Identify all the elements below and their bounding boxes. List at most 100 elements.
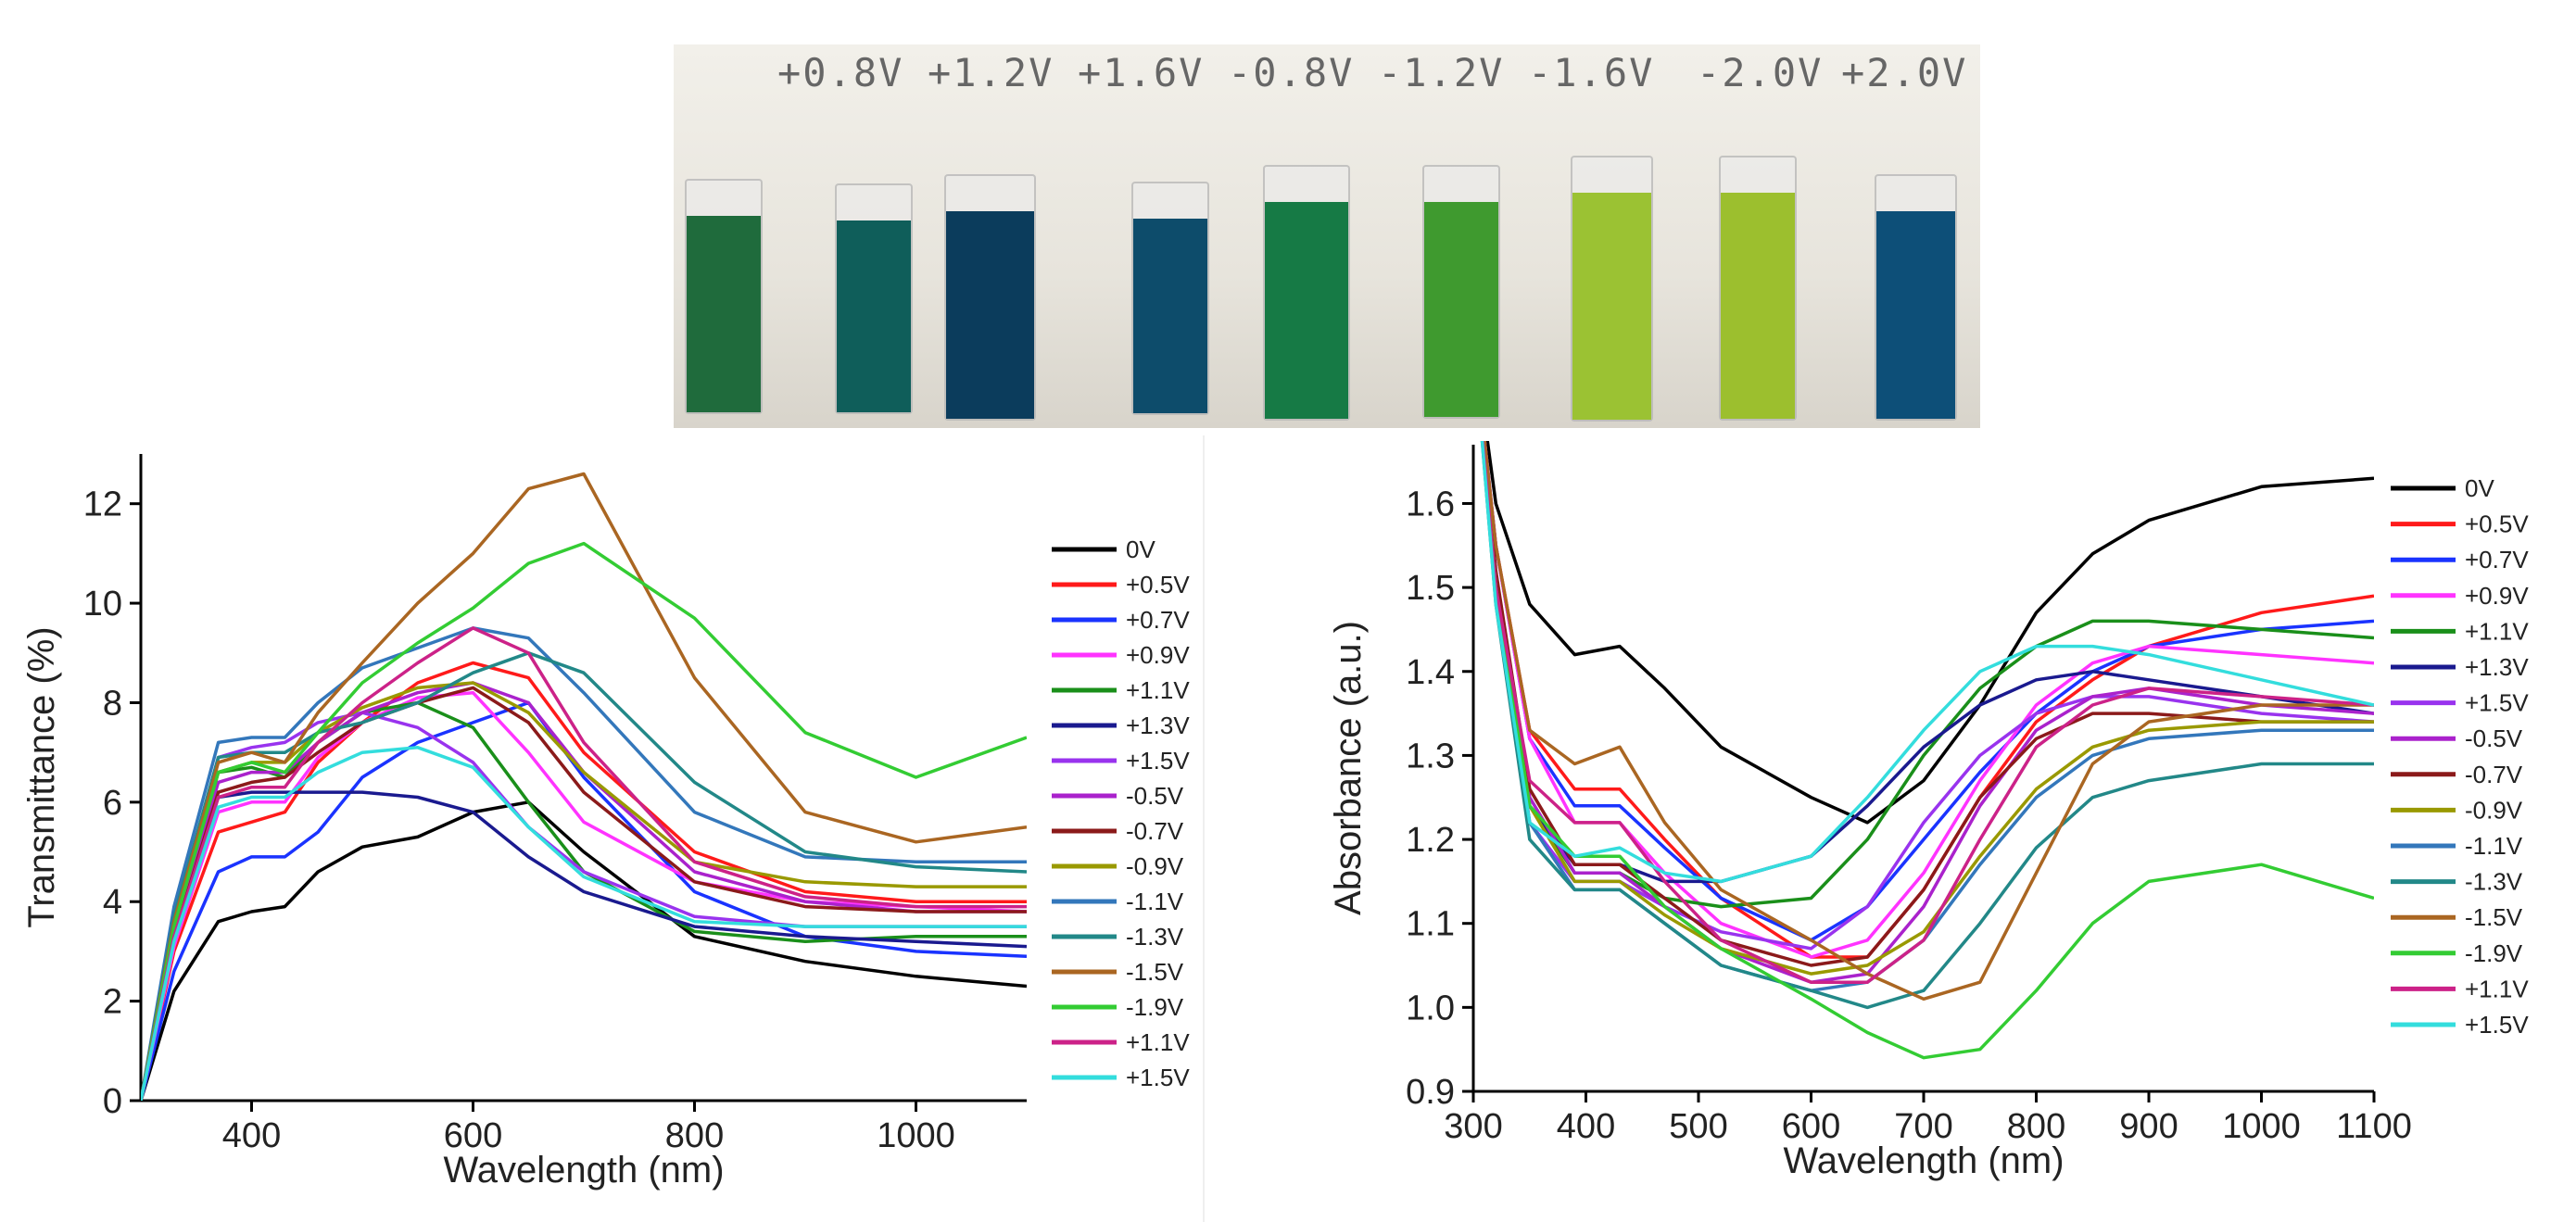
x-tick-label: 1100: [2336, 1107, 2412, 1146]
series-line: [1483, 441, 2374, 942]
cuvette-liquid: [1876, 211, 1955, 419]
legend-label: -0.7V: [1126, 817, 1184, 845]
x-tick-label: 300: [1444, 1107, 1502, 1146]
cuvette-voltage-label: +1.2V: [928, 50, 1054, 95]
cuvette-tube: [1719, 156, 1797, 421]
x-axis-label: Wavelength (nm): [443, 1150, 724, 1191]
legend-label: +1.3V: [2465, 653, 2529, 681]
y-axis-label: Absorbance (a.u.): [1328, 621, 1369, 915]
x-tick-label: 1000: [2222, 1107, 2301, 1146]
y-tick-label: 1.4: [1406, 653, 1455, 692]
transmittance-chart: 0 2 4 6 8 10 12 400 600 800 1000 Wavelength (nm) Tra…: [21, 454, 1190, 1191]
legend-label: +0.9V: [2465, 582, 2529, 610]
legend-label: +0.7V: [1126, 606, 1190, 634]
cuvette-voltage-label: -1.6V: [1528, 50, 1655, 95]
series-line: [1481, 441, 2374, 984]
legend-label: +0.9V: [1126, 641, 1190, 669]
cuvette-voltage-label: -2.0V: [1697, 50, 1824, 95]
series-line: [1481, 441, 2374, 992]
legend-label: +1.5V: [2465, 1011, 2529, 1039]
legend-label: +1.1V: [2465, 617, 2529, 645]
legend-label: +1.1V: [1126, 1028, 1190, 1056]
x-tick-label: 900: [2119, 1107, 2178, 1146]
cuvette-panel: -0.8V: [1224, 44, 1374, 428]
x-tick-label: 1000: [877, 1116, 955, 1155]
cuvette-liquid: [1572, 193, 1651, 420]
panel-divider: [1203, 435, 1205, 1222]
legend-label: +1.5V: [1126, 1064, 1190, 1091]
y-tick-label: 6: [103, 784, 122, 823]
cuvette-panel: -2.0V: [1693, 44, 1837, 428]
cuvette-panel: +0.8V: [774, 44, 924, 428]
cuvette-panel: -1.6V: [1524, 44, 1693, 428]
legend-label: +1.5V: [2465, 689, 2529, 717]
cuvette-photo-strip: +0.8V +1.2V +1.6V -0.8V -1.2V -1.6V -2.0V +2.0V: [674, 44, 1980, 428]
cuvette-liquid: [1265, 202, 1348, 419]
series-line: [1481, 441, 2374, 976]
series-line: [141, 626, 1027, 1101]
x-tick-label: 800: [2007, 1107, 2065, 1146]
series-line: [141, 790, 1027, 1101]
legend-label: +0.5V: [1126, 571, 1190, 598]
x-tick-label: 600: [444, 1116, 502, 1155]
x-tick-label: 800: [665, 1116, 724, 1155]
legend-label: +1.5V: [1126, 747, 1190, 775]
legend-label: +0.7V: [2465, 546, 2529, 573]
legend-label: +1.1V: [1126, 676, 1190, 704]
legend-label: -1.5V: [2465, 903, 2523, 931]
legend-label: -1.1V: [2465, 832, 2523, 860]
y-tick-label: 0: [103, 1082, 122, 1121]
series-line: [1480, 441, 2374, 884]
series-line: [1483, 441, 2374, 959]
x-tick-label: 700: [1894, 1107, 1952, 1146]
y-axis-label: Transmittance (%): [21, 626, 62, 927]
cuvette-liquid: [1133, 219, 1207, 413]
series-line: [141, 711, 1027, 1101]
x-tick-label: 600: [1782, 1107, 1840, 1146]
series-line: [1481, 441, 2374, 984]
cuvette-voltage-label: -1.2V: [1378, 50, 1505, 95]
cuvette-tube: [835, 183, 913, 414]
cuvette-liquid: [1424, 202, 1498, 417]
series-line: [141, 651, 1027, 1101]
series-line: [1483, 441, 2374, 1002]
series-line: [1485, 441, 2374, 825]
y-tick-label: 1.5: [1406, 569, 1455, 608]
y-tick-label: 10: [83, 585, 122, 624]
cuvette-tube: [1875, 174, 1957, 421]
series-line: [1481, 441, 2374, 1060]
series-line: [141, 800, 1027, 1101]
legend-label: -1.3V: [2465, 868, 2523, 896]
cuvette-tube: [1131, 182, 1209, 415]
x-tick-label: 400: [1557, 1107, 1615, 1146]
y-tick-label: 0.9: [1406, 1073, 1455, 1112]
legend-label: -1.3V: [1126, 923, 1184, 951]
x-tick-label: 500: [1669, 1107, 1727, 1146]
cuvette-tube: [1422, 165, 1500, 419]
legend-label: -0.7V: [2465, 761, 2523, 788]
legend-label: +0.5V: [2465, 510, 2529, 538]
legend-label: -1.9V: [1126, 993, 1184, 1021]
legend-label: -1.9V: [2465, 939, 2523, 967]
series-line: [1481, 441, 2374, 909]
cuvette-panel: [674, 44, 774, 428]
series-line: [141, 700, 1027, 1101]
legend-label: -1.1V: [1126, 888, 1184, 915]
series-line: [1480, 441, 2374, 1010]
cuvette-liquid: [1721, 193, 1795, 419]
series-line: [141, 681, 1027, 1101]
series-line: [141, 661, 1027, 1101]
y-tick-label: 1.1: [1406, 905, 1455, 944]
series-line: [141, 690, 1027, 1101]
series-line: [141, 541, 1027, 1101]
legend-label: -0.9V: [1126, 852, 1184, 880]
cuvette-tube: [685, 179, 763, 414]
series-line: [141, 746, 1027, 1101]
cuvette-panel: +1.2V: [924, 44, 1074, 428]
legend-label: -1.5V: [1126, 958, 1184, 986]
cuvette-tube: [1263, 165, 1350, 421]
cuvette-tube: [944, 174, 1036, 421]
cuvette-liquid: [837, 220, 911, 412]
y-tick-label: 1.6: [1406, 485, 1455, 523]
cuvette-liquid: [687, 216, 761, 412]
